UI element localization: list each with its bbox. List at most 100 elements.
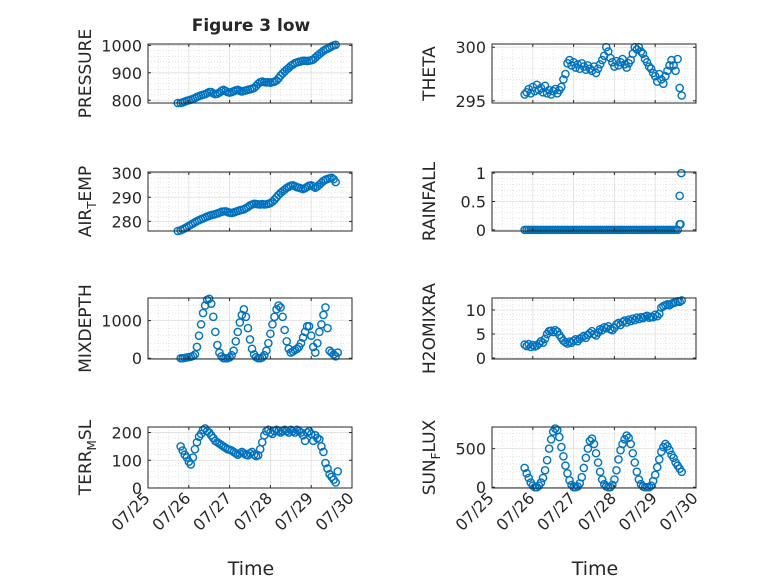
data-point <box>563 469 572 478</box>
data-point <box>302 428 312 437</box>
data-point <box>276 303 285 312</box>
subplot-mixdepth: 0 1000 MIXDEPTH <box>76 284 353 373</box>
data-point <box>317 442 326 451</box>
x-tick-label: 07/29 <box>615 489 661 535</box>
data-point <box>587 434 597 443</box>
data-point <box>550 424 560 433</box>
y-tick-label: 900 <box>111 64 142 83</box>
y-tick-label: 0 <box>476 221 486 240</box>
data-point <box>298 333 308 342</box>
data-point <box>585 64 595 73</box>
data-point <box>190 350 200 359</box>
data-point <box>266 329 275 339</box>
y-axis-label: H2OMIXRA <box>420 283 440 374</box>
data-point <box>569 57 578 67</box>
data-point <box>319 310 328 320</box>
data-point <box>591 448 601 458</box>
subplot-rainfall: 0 0.5 1 RAINFALL <box>420 161 697 241</box>
data-point <box>610 62 619 71</box>
data-point <box>522 341 531 351</box>
data-point <box>565 55 574 65</box>
axes-box <box>147 297 353 360</box>
data-point <box>176 442 185 451</box>
data-point <box>292 344 302 354</box>
y-axis-label: TERRMSL <box>76 419 99 496</box>
data-point <box>306 331 316 340</box>
data-markers <box>520 296 687 352</box>
data-point <box>557 442 566 452</box>
data-point <box>642 57 652 67</box>
data-point <box>270 312 279 322</box>
data-point <box>667 55 676 65</box>
data-point <box>536 83 546 93</box>
subplot-terr_msl: 0 100 200 TERRMSL 07/2507/2607/2707/2807/290… <box>76 419 358 534</box>
y-axis-label: RAINFALL <box>420 161 440 241</box>
data-point <box>178 446 187 455</box>
data-point <box>304 321 314 331</box>
data-point <box>632 45 642 54</box>
data-point <box>540 334 550 344</box>
x-tick-label: 07/27 <box>533 489 579 535</box>
axes-box <box>147 426 353 489</box>
data-point <box>300 327 310 337</box>
data-point <box>538 473 548 483</box>
data-point <box>593 458 603 467</box>
axes-box <box>491 43 697 104</box>
data-point <box>182 453 192 462</box>
data-point <box>654 455 664 464</box>
data-point <box>198 308 208 318</box>
data-point <box>544 444 554 453</box>
data-point <box>528 481 538 490</box>
y-tick-label: 300 <box>111 164 142 183</box>
data-point <box>274 301 283 310</box>
data-markers <box>173 40 340 108</box>
data-point <box>630 458 640 467</box>
data-point <box>548 86 558 96</box>
data-point <box>665 445 674 455</box>
data-markers <box>173 173 340 236</box>
data-point <box>644 62 654 71</box>
data-point <box>528 340 538 350</box>
data-point <box>597 475 607 484</box>
data-point <box>270 426 279 436</box>
data-point <box>675 83 684 93</box>
data-point <box>296 338 306 348</box>
data-point <box>206 299 216 308</box>
data-point <box>595 60 605 69</box>
data-point <box>610 475 619 484</box>
y-axis-label: AIRTEMP <box>76 166 99 237</box>
y-axis-label: MIXDEPTH <box>76 284 96 373</box>
data-point <box>333 348 343 357</box>
data-point <box>591 68 601 78</box>
data-point <box>206 87 216 97</box>
data-point <box>245 335 255 344</box>
y-tick-label: 0 <box>476 349 486 368</box>
data-point <box>274 426 283 436</box>
x-tick-label: 07/28 <box>230 489 276 535</box>
data-point <box>278 312 287 322</box>
data-point <box>638 49 648 58</box>
axes-box <box>147 171 353 232</box>
data-point <box>657 447 666 457</box>
subplot-sun_flux: 0 500 SUNFLUX 07/2507/2607/2707/2807/2907/3… <box>420 419 702 534</box>
y-tick-label: 295 <box>455 92 486 111</box>
y-tick-label: 100 <box>111 451 142 470</box>
data-point <box>208 312 218 322</box>
data-point <box>192 342 202 352</box>
figure-title: Figure 3 low <box>192 16 311 36</box>
data-point <box>522 469 531 478</box>
data-point <box>618 54 627 64</box>
data-point <box>673 54 682 64</box>
data-point <box>321 303 330 312</box>
data-point <box>583 444 593 453</box>
data-point <box>534 339 544 348</box>
data-point <box>650 310 660 320</box>
data-point <box>329 350 338 359</box>
data-point <box>323 323 332 333</box>
data-point <box>676 219 685 229</box>
x-tick-label: 07/30 <box>656 489 702 535</box>
data-point <box>577 472 587 482</box>
y-tick-label: 290 <box>111 188 142 207</box>
